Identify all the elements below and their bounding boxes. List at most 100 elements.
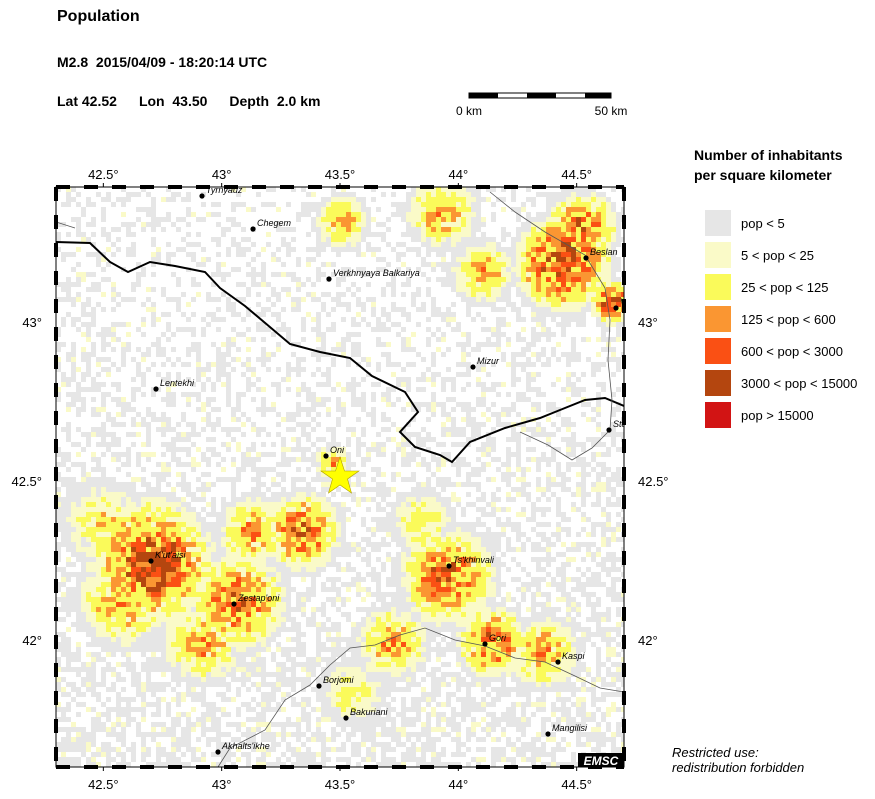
density-cell: [541, 312, 546, 317]
density-cell: [61, 257, 66, 262]
density-cell: [166, 537, 171, 542]
density-cell: [461, 282, 466, 287]
density-cell: [611, 537, 616, 542]
density-cell: [606, 522, 611, 527]
density-cell: [426, 497, 431, 502]
density-cell: [401, 502, 406, 507]
density-cell: [611, 392, 616, 397]
density-cell: [536, 402, 541, 407]
density-cell: [171, 362, 176, 367]
density-cell: [226, 362, 231, 367]
density-cell: [141, 577, 146, 582]
density-cell: [621, 432, 624, 437]
density-cell: [461, 192, 466, 197]
density-cell: [461, 547, 466, 552]
density-cell: [466, 402, 471, 407]
density-cell: [561, 307, 566, 312]
density-cell: [561, 187, 566, 192]
density-cell: [251, 542, 256, 547]
density-cell: [196, 572, 201, 577]
density-cell: [251, 382, 256, 387]
density-cell: [166, 492, 171, 497]
density-cell: [506, 342, 511, 347]
density-cell: [566, 272, 571, 277]
density-cell: [391, 402, 396, 407]
density-cell: [576, 567, 581, 572]
density-cell: [621, 292, 624, 297]
density-cell: [406, 577, 411, 582]
density-cell: [166, 507, 171, 512]
density-cell: [316, 222, 321, 227]
density-cell: [291, 567, 296, 572]
density-cell: [376, 542, 381, 547]
density-cell: [311, 222, 316, 227]
density-cell: [176, 327, 181, 332]
density-cell: [441, 257, 446, 262]
density-cell: [501, 317, 506, 322]
density-cell: [276, 522, 281, 527]
density-cell: [546, 212, 551, 217]
density-cell: [201, 257, 206, 262]
density-cell: [91, 457, 96, 462]
density-cell: [576, 312, 581, 317]
density-cell: [131, 577, 136, 582]
density-cell: [371, 187, 376, 192]
density-cell: [226, 562, 231, 567]
density-cell: [126, 402, 131, 407]
density-cell: [221, 547, 226, 552]
density-cell: [216, 537, 221, 542]
density-cell: [166, 572, 171, 577]
density-cell: [131, 297, 136, 302]
density-cell: [581, 512, 586, 517]
density-cell: [61, 297, 66, 302]
density-cell: [351, 247, 356, 252]
density-cell: [481, 257, 486, 262]
density-cell: [176, 462, 181, 467]
density-cell: [586, 287, 591, 292]
density-cell: [116, 382, 121, 387]
density-cell: [431, 242, 436, 247]
density-cell: [421, 307, 426, 312]
density-cell: [221, 372, 226, 377]
density-cell: [126, 232, 131, 237]
density-cell: [176, 247, 181, 252]
density-cell: [336, 382, 341, 387]
density-cell: [131, 567, 136, 572]
density-cell: [261, 577, 266, 582]
density-cell: [591, 277, 596, 282]
density-cell: [231, 242, 236, 247]
density-cell: [546, 222, 551, 227]
density-cell: [356, 472, 361, 477]
density-cell: [221, 537, 226, 542]
density-cell: [201, 247, 206, 252]
density-cell: [606, 452, 611, 457]
density-cell: [181, 532, 186, 537]
density-cell: [366, 282, 371, 287]
density-cell: [196, 487, 201, 492]
density-cell: [316, 322, 321, 327]
density-cell: [311, 487, 316, 492]
density-cell: [286, 532, 291, 537]
density-cell: [186, 537, 191, 542]
density-cell: [306, 437, 311, 442]
density-cell: [476, 577, 481, 582]
density-cell: [181, 507, 186, 512]
density-cell: [91, 557, 96, 562]
density-cell: [551, 407, 556, 412]
density-cell: [561, 287, 566, 292]
density-cell: [101, 442, 106, 447]
density-cell: [196, 342, 201, 347]
density-cell: [406, 452, 411, 457]
density-cell: [346, 382, 351, 387]
density-cell: [431, 487, 436, 492]
density-cell: [401, 447, 406, 452]
density-cell: [401, 242, 406, 247]
density-cell: [226, 217, 231, 222]
density-cell: [106, 372, 111, 377]
density-cell: [546, 407, 551, 412]
density-cell: [316, 537, 321, 542]
density-cell: [66, 392, 71, 397]
density-cell: [301, 542, 306, 547]
density-cell: [491, 272, 496, 277]
